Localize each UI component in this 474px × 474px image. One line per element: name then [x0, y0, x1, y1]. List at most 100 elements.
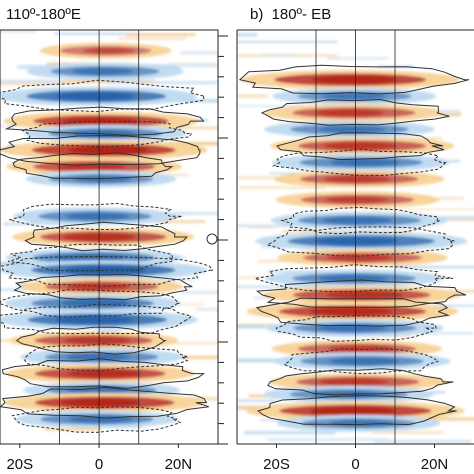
anomaly-band: [273, 352, 451, 371]
panel-a-frame: [0, 29, 219, 445]
anomaly-band: [273, 170, 445, 188]
panel-a-x-tick-labels: 20S 0 20N: [6, 444, 192, 473]
background-streak: [0, 30, 37, 33]
background-streak: [106, 81, 218, 84]
anomaly-band: [272, 87, 437, 105]
negative-contour: [20, 121, 193, 148]
x-tick-label: 20N: [165, 456, 193, 473]
anomaly-band: [0, 86, 197, 106]
background-streak: [237, 285, 323, 288]
background-streak: [423, 110, 461, 113]
anomaly-band: [26, 62, 184, 81]
background-streak: [195, 308, 218, 311]
positive-contour: [276, 132, 445, 161]
panel-b-label: b): [250, 6, 263, 23]
anomaly-band: [20, 277, 184, 296]
panel-b: b) 180º- EB 20S 0 20N: [236, 6, 474, 473]
anomaly-band: [12, 227, 195, 247]
background-streak: [153, 141, 218, 146]
background-streak: [96, 330, 120, 333]
background-streak: [158, 303, 204, 306]
panel-b-title-text: 180º- EB: [272, 6, 332, 23]
positive-contour: [257, 395, 457, 426]
panel-b-anomaly-field: [237, 32, 474, 444]
anomaly-band: [265, 104, 443, 122]
background-streak: [237, 41, 338, 43]
panel-a-contours: [0, 79, 214, 433]
positive-contour: [255, 279, 467, 308]
panel-a-reference-lines: [59, 30, 140, 444]
background-streak: [237, 224, 300, 227]
positive-contour: [0, 135, 201, 166]
x-tick-label: 20S: [6, 456, 33, 473]
background-streak: [258, 260, 294, 263]
background-streak: [239, 186, 326, 189]
background-streak: [126, 33, 196, 36]
anomaly-band: [0, 140, 208, 160]
background-streak: [266, 437, 390, 442]
background-streak: [16, 66, 46, 69]
background-streak: [244, 430, 336, 435]
anomaly-band: [15, 410, 179, 428]
panel-b-title: b) 180º- EB: [250, 6, 331, 23]
background-streak: [237, 94, 268, 98]
background-streak: [141, 63, 218, 68]
anomaly-band: [6, 157, 183, 176]
anomaly-band: [4, 294, 181, 313]
negative-contour: [24, 343, 189, 372]
anomaly-band: [255, 231, 468, 251]
x-tick-label: 0: [351, 456, 359, 473]
positive-contour: [13, 273, 193, 301]
anomaly-band: [3, 392, 206, 413]
positive-contour: [12, 152, 174, 180]
background-streak: [0, 79, 104, 83]
anomaly-band: [275, 191, 440, 209]
negative-contour: [254, 264, 454, 293]
negative-contour: [0, 289, 181, 318]
negative-contour: [280, 206, 440, 235]
negative-contour: [0, 79, 205, 113]
panel-b-contours: [238, 64, 470, 426]
background-streak: [422, 391, 446, 394]
positive-contour: [24, 221, 188, 252]
background-streak: [153, 342, 218, 345]
background-streak: [0, 82, 64, 86]
panel-a-anomaly-field: [0, 30, 218, 431]
positive-contour: [0, 386, 209, 419]
negative-contour: [0, 255, 214, 287]
background-streak: [160, 99, 218, 103]
background-streak: [267, 270, 329, 273]
negative-contour: [272, 148, 447, 177]
x-tick-label: 20S: [263, 456, 290, 473]
positive-contour: [1, 358, 206, 389]
panel-a: 110º-180ºE 20S 0 20N: [0, 6, 228, 473]
panel-b-x-tick-labels: 20S 0 20N: [263, 444, 448, 473]
panel-a-title: 110º-180ºE: [6, 6, 81, 23]
anomaly-band: [20, 348, 184, 366]
background-streak: [180, 51, 218, 55]
negative-contour: [7, 243, 174, 272]
background-streak: [237, 399, 276, 402]
background-streak: [0, 262, 31, 266]
negative-contour: [283, 348, 439, 375]
anomaly-band: [5, 364, 195, 384]
anomaly-band: [3, 111, 199, 131]
anomaly-band: [269, 373, 447, 391]
anomaly-band: [240, 69, 460, 90]
panel-b-reference-lines: [315, 30, 396, 444]
negative-contour: [11, 406, 182, 433]
background-streak: [119, 36, 187, 41]
background-streak: [237, 325, 266, 329]
panel-a-edge-marker: [206, 233, 218, 245]
anomaly-band: [13, 207, 177, 226]
background-streak: [237, 32, 258, 37]
anomaly-band: [8, 331, 179, 350]
background-streak: [180, 291, 218, 294]
background-streak: [282, 230, 411, 233]
negative-contour: [9, 202, 182, 231]
positive-contour: [4, 106, 205, 136]
positive-contour: [267, 368, 454, 396]
anomaly-band: [272, 153, 450, 172]
x-tick-label: 0: [95, 456, 103, 473]
